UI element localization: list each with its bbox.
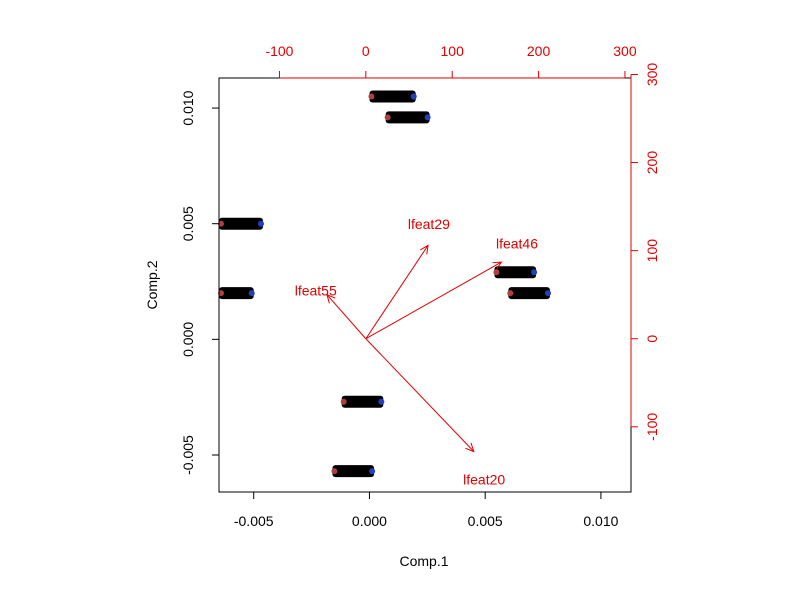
right-axis: -100 0 100 200 300: [630, 63, 660, 441]
left-axis-tick-label: 0.005: [180, 206, 196, 241]
observation-point: [340, 398, 347, 405]
loading-label-lfeat46: lfeat46: [496, 236, 538, 252]
observation-point: [424, 114, 431, 121]
loading-arrow-lfeat29: [365, 245, 429, 340]
top-axis-tick-label: 0: [362, 43, 370, 59]
loading-arrow-lfeat55: [326, 294, 367, 340]
observation-point: [507, 290, 514, 297]
bottom-axis-tick-label: 0.000: [352, 513, 387, 529]
bottom-axis-tick-label: -0.005: [234, 513, 274, 529]
observation-point: [410, 93, 417, 100]
observation-point: [531, 269, 538, 276]
right-axis-tick-label: 100: [644, 239, 660, 263]
loading-arrowhead: [326, 293, 336, 304]
loading-arrowhead: [492, 261, 503, 270]
bottom-axis: -0.005 0.000 0.005 0.010: [234, 491, 619, 529]
loading-arrow-lfeat46: [365, 261, 502, 340]
loading-arrow-lfeat20: [365, 338, 475, 452]
observation-points: [218, 90, 551, 478]
plot-frame: [218, 77, 632, 493]
top-axis-tick-label: -100: [265, 43, 293, 59]
y-axis-title: Comp.2: [144, 260, 160, 309]
observation-cluster: [219, 287, 254, 300]
right-axis-tick-label: 200: [644, 151, 660, 175]
bottom-axis-tick-label: 0.005: [468, 513, 503, 529]
loading-label-lfeat29: lfeat29: [408, 216, 450, 232]
x-axis-title: Comp.1: [399, 553, 448, 569]
right-axis-tick-label: 0: [644, 335, 660, 343]
observation-point: [378, 398, 385, 405]
observation-cluster: [332, 465, 375, 478]
observation-cluster: [385, 111, 430, 124]
right-axis-tick-label: -100: [644, 413, 660, 441]
right-axis-tick-label: 300: [644, 63, 660, 87]
observation-point: [368, 93, 375, 100]
observation-point: [544, 290, 551, 297]
observation-cluster: [508, 287, 550, 300]
left-axis-tick-label: -0.005: [180, 435, 196, 475]
loading-label-lfeat20: lfeat20: [463, 472, 505, 488]
observation-point: [384, 114, 391, 121]
observation-cluster: [219, 217, 263, 230]
top-axis-tick-label: 200: [527, 43, 551, 59]
loading-arrowhead: [420, 244, 429, 255]
left-axis: -0.005 0.000 0.005 0.010: [180, 90, 220, 475]
bottom-axis-tick-label: 0.010: [583, 513, 618, 529]
observation-point: [248, 290, 255, 297]
left-axis-tick-label: 0.000: [180, 322, 196, 357]
top-axis-tick-label: 100: [441, 43, 465, 59]
observation-cluster: [494, 266, 537, 279]
loading-label-lfeat55: lfeat55: [295, 282, 337, 298]
top-axis-tick-label: 300: [613, 43, 637, 59]
observation-cluster: [341, 395, 384, 408]
observation-point: [369, 468, 376, 475]
observation-cluster: [369, 90, 416, 103]
observation-point: [493, 269, 500, 276]
observation-point: [257, 220, 264, 227]
loading-arrowhead: [465, 442, 475, 453]
observation-point: [331, 468, 338, 475]
top-axis: -100 0 100 200 300: [265, 43, 637, 79]
loading-arrows: lfeat29 lfeat46 lfeat55 lfeat20: [295, 216, 538, 487]
left-axis-tick-label: 0.010: [180, 90, 196, 125]
